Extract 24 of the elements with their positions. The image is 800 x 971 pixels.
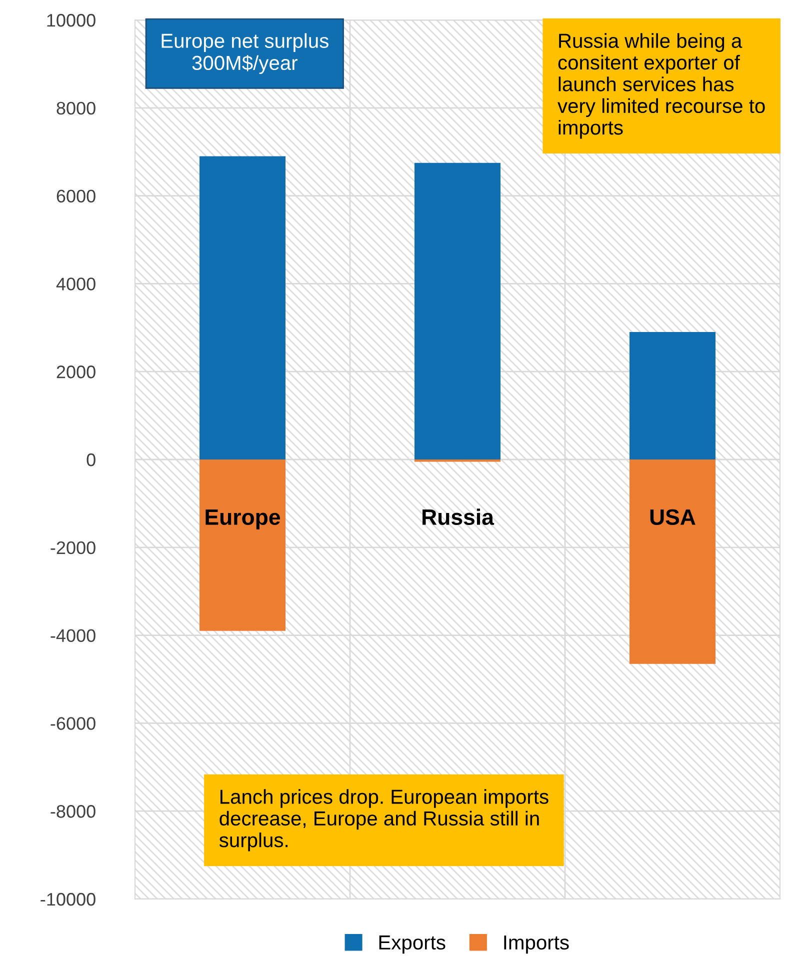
y-tick-label: -8000 (50, 805, 96, 818)
x-tick-label: USA (650, 509, 696, 525)
bar (630, 460, 716, 664)
legend-label: Exports (379, 936, 446, 954)
bar (630, 332, 716, 460)
bar (200, 156, 286, 460)
annotation: Europe net surplus 300M$/year (162, 33, 328, 74)
x-tick-label: Russia (422, 508, 494, 525)
y-tick-label: 10000 (47, 14, 96, 27)
bar (200, 460, 286, 631)
legend-label: Imports (504, 936, 569, 954)
y-tick-label: -4000 (50, 629, 96, 642)
y-tick-label: 8000 (56, 102, 96, 115)
annotation: Russia while being a consitent exporter of launch services has very limited recourse to imports (558, 33, 765, 139)
y-tick-label: 0 (86, 453, 96, 466)
x-tick-label: Europe (206, 509, 280, 530)
y-tick-label: 2000 (56, 366, 96, 378)
y-tick-label: -10000 (40, 892, 96, 906)
bar (414, 162, 500, 460)
y-tick-label: -2000 (50, 541, 96, 554)
annotation: Lanch prices drop. European imports decrease, Europe and Russia still in surplus. (219, 789, 548, 852)
y-tick-label: -6000 (50, 717, 96, 730)
y-tick-label: 4000 (56, 278, 96, 290)
y-tick-label: 6000 (56, 190, 96, 203)
